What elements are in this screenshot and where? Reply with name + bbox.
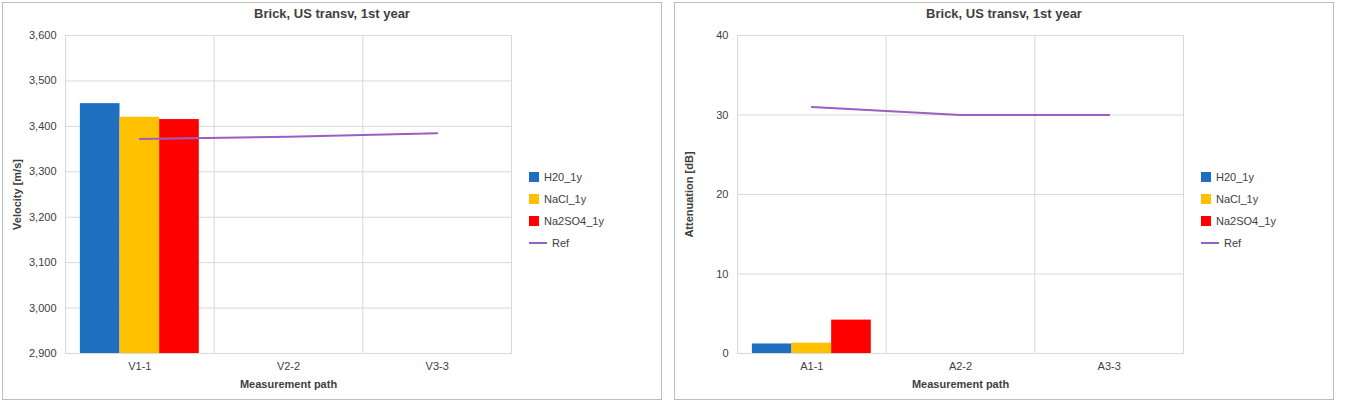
svg-text:Measurement path: Measurement path: [240, 378, 337, 390]
svg-text:30: 30: [716, 109, 728, 121]
html-text:H20_1y: H20_1y: [544, 171, 582, 183]
svg-text:A3-3: A3-3: [1098, 360, 1121, 372]
svg-text:10: 10: [716, 268, 728, 280]
svg-text:0: 0: [722, 347, 728, 359]
svg-text:3,100: 3,100: [29, 256, 57, 268]
svg-text:3,200: 3,200: [29, 211, 57, 223]
html-text:Brick, US transv, 1st year: Brick, US transv, 1st year: [926, 6, 1082, 21]
html-text:Ref: Ref: [552, 237, 570, 249]
svg-text:3,500: 3,500: [29, 74, 57, 86]
html-text:NaCl_1y: NaCl_1y: [544, 193, 587, 205]
svg-text:V1-1: V1-1: [128, 360, 151, 372]
html-text:Na2SO4_1y: Na2SO4_1y: [544, 215, 604, 227]
svg-text:A1-1: A1-1: [800, 360, 823, 372]
svg-text:Velocity [m/s]: Velocity [m/s]: [11, 159, 23, 230]
svg-text:3,300: 3,300: [29, 165, 57, 177]
svg-text:Attenuation [dB]: Attenuation [dB]: [683, 151, 695, 237]
svg-text:2,900: 2,900: [29, 347, 57, 359]
svg-text:V3-3: V3-3: [426, 360, 449, 372]
svg-text:20: 20: [716, 188, 728, 200]
html-text:NaCl_1y: NaCl_1y: [1216, 193, 1259, 205]
svg-text:40: 40: [716, 29, 728, 41]
svg-text:A2-2: A2-2: [949, 360, 972, 372]
svg-text:V2-2: V2-2: [277, 360, 300, 372]
html-text:Na2SO4_1y: Na2SO4_1y: [1216, 215, 1276, 227]
svg-text:3,400: 3,400: [29, 120, 57, 132]
html-text:H20_1y: H20_1y: [1216, 171, 1254, 183]
svg-text:Measurement path: Measurement path: [912, 378, 1009, 390]
svg-text:3,000: 3,000: [29, 302, 57, 314]
svg-text:3,600: 3,600: [29, 29, 57, 41]
html-text:Ref: Ref: [1224, 237, 1242, 249]
html-text:Brick, US transv, 1st year: Brick, US transv, 1st year: [254, 6, 410, 21]
